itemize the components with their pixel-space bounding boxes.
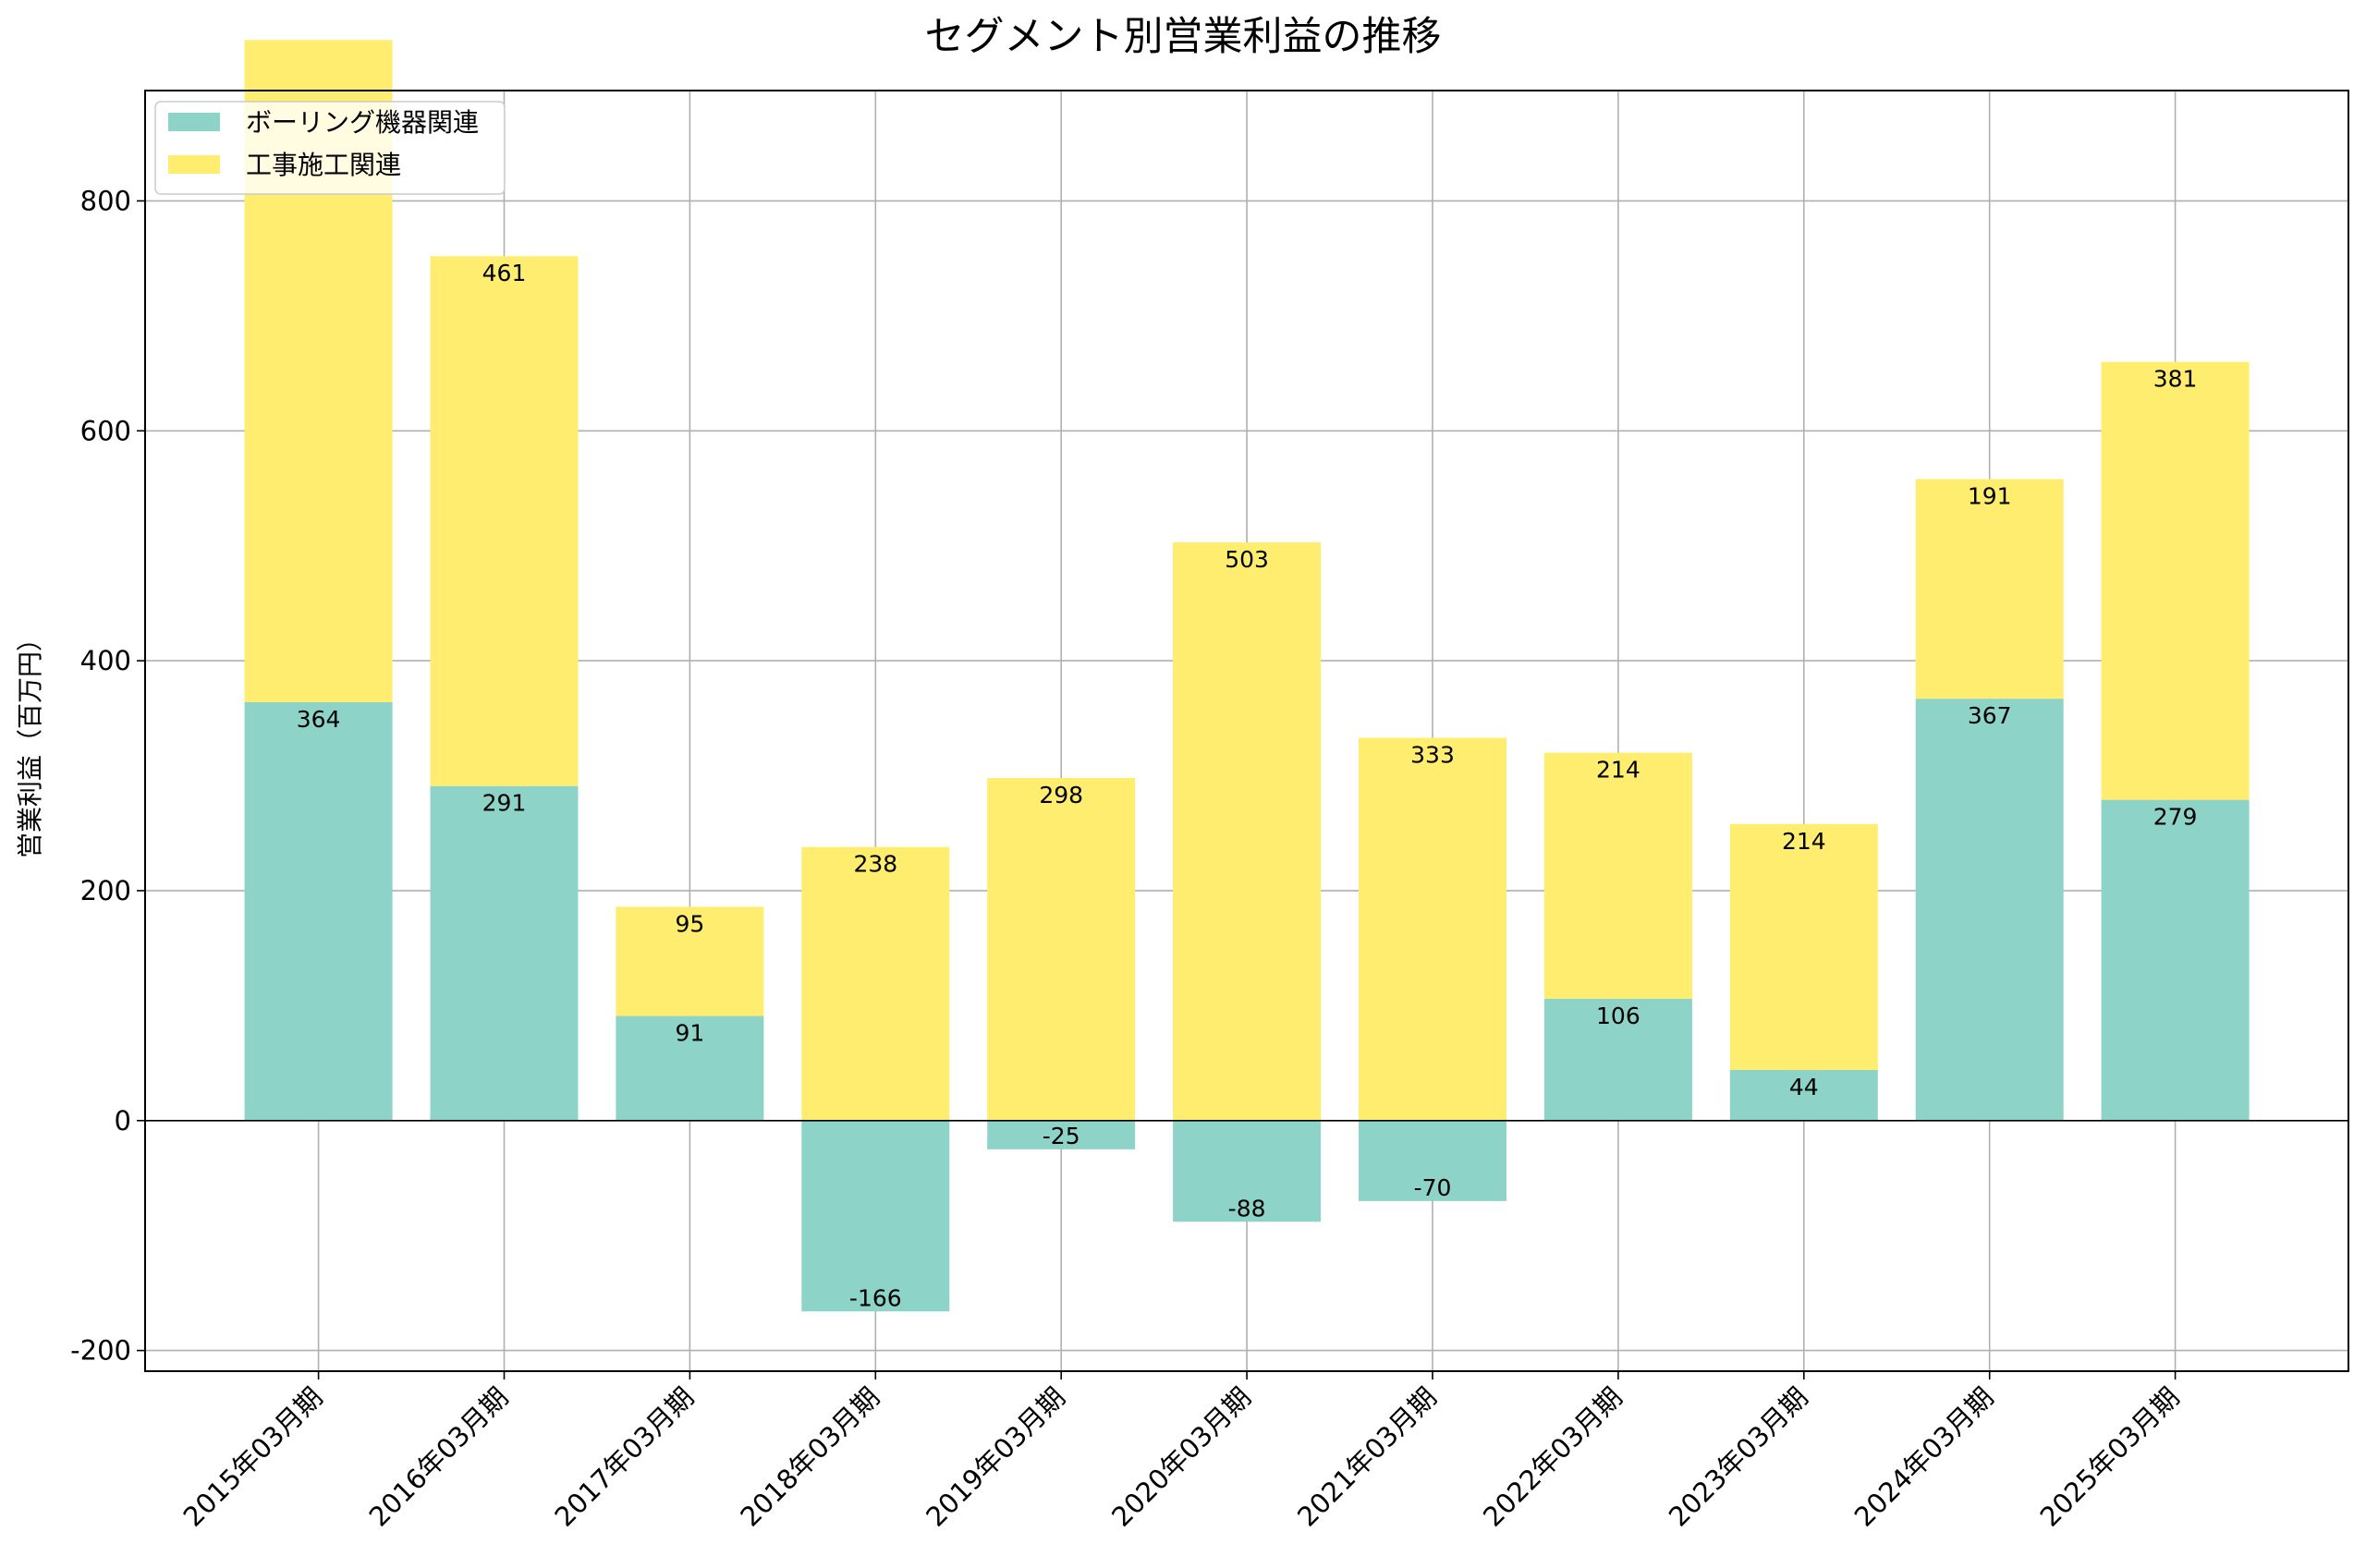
data-label: 298 (1039, 782, 1083, 808)
legend-swatch (168, 155, 220, 174)
bar-series1 (1173, 1120, 1322, 1222)
x-tick-label: 2018年03月期 (734, 1381, 885, 1533)
bar-series2 (1173, 541, 1322, 1121)
bar-series2 (430, 256, 579, 786)
legend-label: 工事施工関連 (246, 150, 401, 180)
data-label: 95 (675, 910, 704, 937)
x-tick-label: 2020年03月期 (1105, 1381, 1257, 1533)
data-label: 364 (297, 706, 341, 733)
x-tick-label: 2019年03月期 (920, 1381, 1071, 1533)
bar-series2 (1359, 737, 1506, 1121)
data-label: -25 (1043, 1123, 1080, 1149)
y-axis-label: 営業利益（百万円） (15, 626, 45, 858)
bar-series2 (987, 778, 1136, 1121)
y-tick-label: 800 (80, 185, 131, 216)
x-tick-label: 2015年03月期 (177, 1381, 329, 1533)
bar-series2 (1543, 752, 1692, 999)
bar-series1 (1543, 998, 1692, 1121)
data-label: 191 (1968, 483, 2012, 510)
data-label: 44 (1789, 1074, 1819, 1100)
data-label: 381 (2153, 366, 2198, 393)
data-label: 214 (1596, 757, 1640, 784)
bar-series2 (1729, 823, 1878, 1071)
bar-series2 (2101, 361, 2250, 800)
bar-series1 (987, 1120, 1136, 1149)
bar-series1 (801, 1120, 950, 1312)
x-tick-label: 2022年03月期 (1477, 1381, 1628, 1533)
data-label: -88 (1228, 1195, 1266, 1222)
x-tick-label: 2024年03月期 (1848, 1381, 2000, 1533)
bar-series1 (1915, 699, 2064, 1121)
y-tick-label: 0 (115, 1105, 131, 1136)
bar-series1 (616, 1015, 764, 1121)
data-label: 461 (482, 260, 527, 286)
chart-title: セグメント別営業利益の推移 (925, 14, 1442, 60)
x-tick-label: 2016年03月期 (363, 1381, 515, 1533)
x-axis: 2015年03月期 2016年03月期 2017年03月期 2018年03月期 2019… (177, 1371, 2186, 1533)
data-label: 106 (1596, 1003, 1640, 1029)
bar-series1 (1359, 1120, 1506, 1201)
x-tick-label: 2017年03月期 (548, 1381, 700, 1533)
data-label: 367 (1968, 702, 2012, 729)
data-label: 279 (2153, 804, 2198, 831)
data-label: 91 (675, 1020, 704, 1047)
data-labels: 364 291 461 91 95 -166 238 -25 298 -88 503 -70 333 10… (297, 260, 2198, 1311)
data-label: -70 (1414, 1174, 1452, 1201)
x-tick-label: 2023年03月期 (1663, 1381, 1814, 1533)
data-label: 291 (482, 790, 527, 817)
y-tick-label: 600 (80, 415, 131, 446)
legend-swatch (168, 113, 220, 131)
bar-series1 (430, 785, 579, 1121)
y-tick-label: -200 (70, 1335, 131, 1367)
x-tick-label: 2025年03月期 (2034, 1381, 2186, 1533)
y-tick-label: 200 (80, 875, 131, 906)
bar-series2 (616, 906, 764, 1016)
bar-series2 (1915, 479, 2064, 699)
bars (244, 40, 2250, 1312)
data-label: 238 (853, 851, 897, 878)
data-label: 333 (1410, 741, 1455, 768)
data-label: -166 (849, 1284, 902, 1311)
legend-label: ボーリング機器関連 (246, 107, 479, 138)
bar-series1 (2101, 799, 2250, 1121)
bar-series2 (801, 846, 950, 1121)
y-axis: -200 0 200 400 600 800 (70, 185, 145, 1367)
bar-series1 (1729, 1070, 1878, 1121)
bar-series1 (244, 701, 393, 1121)
y-tick-label: 400 (80, 645, 131, 676)
legend-box (154, 101, 506, 195)
x-tick-label: 2021年03月期 (1291, 1381, 1443, 1533)
data-label: 503 (1225, 546, 1269, 573)
data-label: 214 (1782, 828, 1826, 855)
